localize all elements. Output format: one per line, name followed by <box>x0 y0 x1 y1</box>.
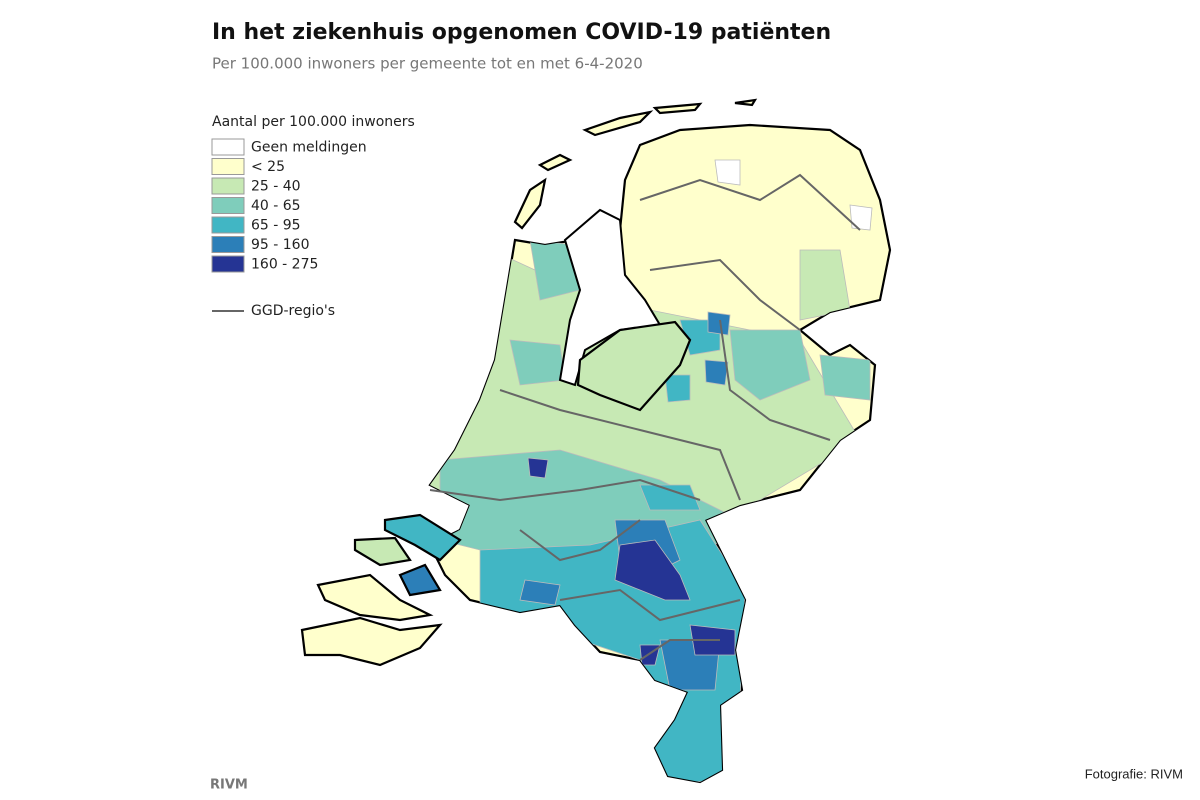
legend-label: 25 - 40 <box>251 179 301 195</box>
legend-line-label: GGD-regio's <box>251 303 335 319</box>
ggd-border <box>649 258 801 331</box>
legend-swatch <box>211 255 245 273</box>
legend-swatch <box>211 138 245 156</box>
legend-swatch <box>211 236 245 253</box>
legend: Aantal per 100.000 inwoners GGD-regio's … <box>211 114 415 319</box>
region <box>849 204 873 231</box>
subtitle: Per 100.000 inwoners per gemeente tot en… <box>212 55 643 73</box>
legend-label: < 25 <box>251 159 285 175</box>
ggd-border <box>429 478 701 502</box>
island <box>652 102 703 115</box>
island <box>383 513 462 562</box>
island <box>513 177 547 230</box>
region <box>819 354 871 401</box>
island <box>316 573 434 622</box>
island <box>537 153 573 172</box>
legend-title: Aantal per 100.000 inwoners <box>212 114 415 130</box>
legend-label: 65 - 95 <box>251 218 301 234</box>
region <box>509 339 566 386</box>
legend-label: Geen meldingen <box>251 140 367 156</box>
region <box>519 579 561 606</box>
title: In het ziekenhuis opgenomen COVID-19 pat… <box>212 20 831 45</box>
region <box>614 539 691 601</box>
ggd-border <box>519 519 641 562</box>
map <box>300 98 892 784</box>
legend-swatch <box>211 216 245 234</box>
island <box>734 98 758 107</box>
island <box>353 536 412 567</box>
ggd-border <box>639 639 720 661</box>
region <box>714 159 741 186</box>
region <box>729 329 811 401</box>
region <box>704 359 729 386</box>
legend-label: 40 - 65 <box>251 198 301 214</box>
region <box>664 374 691 403</box>
island <box>582 110 654 137</box>
legend-swatch <box>211 158 245 175</box>
island <box>300 616 443 667</box>
ggd-border <box>559 588 741 622</box>
photo-credit: Fotografie: RIVM <box>1085 766 1183 781</box>
flevoland <box>576 320 692 412</box>
region <box>527 457 549 479</box>
ggd-border <box>639 173 861 231</box>
legend-swatch <box>211 177 245 195</box>
legend-swatch <box>211 197 245 214</box>
legend-label: 160 - 275 <box>251 257 318 273</box>
region <box>707 311 731 336</box>
island <box>398 563 442 597</box>
ggd-border <box>719 319 831 441</box>
source: RIVM <box>210 778 248 793</box>
region <box>639 484 701 511</box>
ggd-border <box>499 389 741 501</box>
legend-label: 95 - 160 <box>251 237 310 253</box>
